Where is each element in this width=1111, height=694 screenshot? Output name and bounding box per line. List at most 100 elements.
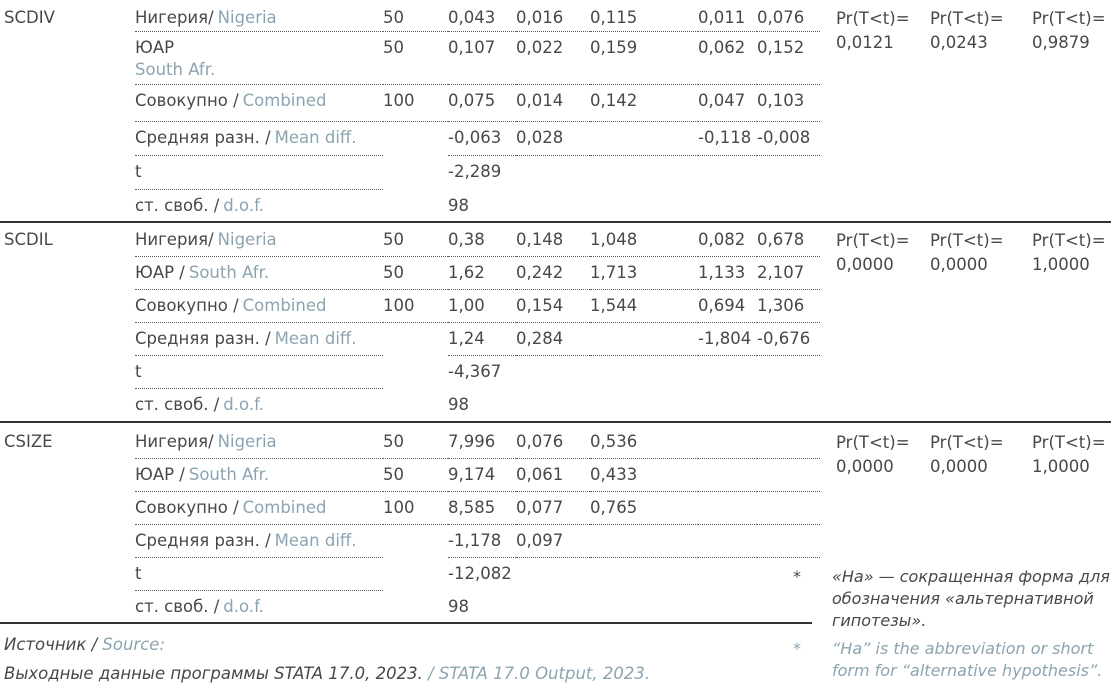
cell-ci-high: -0,008 bbox=[757, 122, 820, 156]
table-block-scdiv: SCDIV Нигерия/Nigeria 50 0,043 0,016 0,1… bbox=[0, 2, 1111, 220]
cell-ci-low: 1,133 bbox=[698, 257, 757, 290]
footnote-en: * “Ha” is the abbreviation or short form… bbox=[793, 639, 1103, 680]
cell-n: 50 bbox=[383, 459, 448, 492]
cell-n: 100 bbox=[383, 492, 448, 525]
cell-mean: 8,585 bbox=[448, 492, 516, 525]
cell-ci-low: 0,062 bbox=[698, 32, 757, 85]
row-label: ЮАР South Afr. bbox=[135, 32, 383, 85]
cell-stddev: 1,544 bbox=[590, 290, 698, 323]
cell-stderr bbox=[516, 356, 590, 389]
stats-grid: Нигерия/Nigeria 50 0,38 0,148 1,048 0,08… bbox=[135, 224, 820, 419]
row-label: Нигерия/Nigeria bbox=[135, 224, 383, 257]
pr-col-3: Pr(T<t)= 1,0000 bbox=[1032, 433, 1106, 476]
cell-mean: 9,174 bbox=[448, 459, 516, 492]
cell-mean: -12,082 bbox=[448, 564, 512, 583]
cell-n: 50 bbox=[383, 257, 448, 290]
cell-ci-high bbox=[757, 156, 820, 190]
cell-n bbox=[383, 525, 448, 558]
cell-n bbox=[383, 190, 448, 220]
cell-stderr: 0,022 bbox=[516, 32, 590, 85]
block-separator bbox=[0, 421, 1111, 423]
cell-ci-low: -1,804 bbox=[698, 323, 757, 356]
cell-mean: 98 bbox=[448, 196, 469, 215]
row-label: ЮАР / South Afr. bbox=[135, 459, 383, 492]
row-label: ст. своб. / d.o.f. bbox=[135, 196, 264, 215]
cell-stderr: 0,014 bbox=[516, 85, 590, 122]
cell-ci-high: 0,076 bbox=[757, 2, 820, 32]
footnotes: * «Ha» — сокращенная форма для обозначен… bbox=[791, 566, 1111, 682]
asterisk-marker: * bbox=[793, 639, 801, 658]
cell-n: 100 bbox=[383, 85, 448, 122]
cell-ci-low bbox=[698, 492, 757, 525]
cell-ci-high bbox=[757, 190, 820, 220]
cell-stddev: 1,048 bbox=[590, 224, 698, 257]
cell-stderr: 0,016 bbox=[516, 2, 590, 32]
cell-stderr bbox=[516, 156, 590, 190]
stats-grid: Нигерия/Nigeria 50 0,043 0,016 0,115 0,0… bbox=[135, 2, 820, 220]
cell-stderr: 0,284 bbox=[516, 323, 590, 356]
cell-stderr: 0,077 bbox=[516, 492, 590, 525]
cell-ci-low bbox=[698, 190, 757, 220]
cell-stderr: 0,154 bbox=[516, 290, 590, 323]
block-separator bbox=[0, 221, 1111, 223]
cell-stddev: 0,536 bbox=[590, 426, 698, 459]
footnote-ru: * «Ha» — сокращенная форма для обозначен… bbox=[793, 567, 1110, 630]
pr-col-3: Pr(T<t)= 0,9879 bbox=[1032, 9, 1106, 52]
cell-n: 100 bbox=[383, 290, 448, 323]
row-label: Совокупно / Combined bbox=[135, 492, 383, 525]
cell-stderr bbox=[516, 190, 590, 220]
row-label: t bbox=[135, 558, 383, 591]
row-label: Средняя разн. / Mean diff. bbox=[135, 525, 383, 558]
table-bottom-rule bbox=[0, 622, 812, 624]
cell-stderr bbox=[516, 389, 590, 419]
cell-stderr bbox=[516, 558, 590, 591]
row-label: Средняя разн. / Mean diff. bbox=[135, 122, 383, 156]
row-label: Нигерия/Nigeria bbox=[135, 2, 383, 32]
cell-n bbox=[383, 591, 448, 621]
cell-ci-low: 0,047 bbox=[698, 85, 757, 122]
cell-stderr: 0,028 bbox=[516, 122, 590, 156]
pr-columns: Pr(T<t)= 0,0000 Pr(T<t)= 0,0000 Pr(T<t)= 1,… bbox=[836, 426, 1111, 479]
cell-n bbox=[383, 323, 448, 356]
cell-stderr bbox=[516, 591, 590, 621]
pr-columns: Pr(T<t)= 0,0121 Pr(T<t)= 0,0243 Pr(T<t)= 0,… bbox=[836, 2, 1111, 55]
row-label: t bbox=[135, 156, 383, 190]
cell-ci-low bbox=[698, 426, 757, 459]
cell-mean: 0,107 bbox=[448, 32, 516, 85]
cell-mean: -2,289 bbox=[448, 162, 502, 181]
table-block-csize: CSIZE Нигерия/Nigeria 50 7,996 0,076 0,5… bbox=[0, 426, 1111, 621]
cell-mean: 98 bbox=[448, 395, 469, 414]
cell-stderr: 0,076 bbox=[516, 426, 590, 459]
cell-ci-low: 0,082 bbox=[698, 224, 757, 257]
cell-n bbox=[383, 122, 448, 156]
cell-stddev bbox=[590, 323, 698, 356]
cell-stddev: 0,159 bbox=[590, 32, 698, 85]
cell-ci-low bbox=[698, 156, 757, 190]
cell-ci-high bbox=[757, 426, 820, 459]
cell-mean: -0,063 bbox=[448, 122, 516, 156]
cell-n bbox=[383, 356, 448, 389]
cell-stddev bbox=[590, 525, 698, 558]
cell-stddev bbox=[590, 591, 698, 621]
cell-stddev: 0,765 bbox=[590, 492, 698, 525]
pr-col-1: Pr(T<t)= 0,0121 bbox=[836, 9, 910, 52]
stats-grid: Нигерия/Nigeria 50 7,996 0,076 0,536 ЮАР… bbox=[135, 426, 820, 621]
cell-stddev bbox=[590, 356, 698, 389]
cell-mean: 0,075 bbox=[448, 85, 516, 122]
variable-name: SCDIV bbox=[4, 8, 55, 27]
cell-n: 50 bbox=[383, 426, 448, 459]
cell-ci-high: 0,678 bbox=[757, 224, 820, 257]
cell-stddev bbox=[590, 558, 698, 591]
row-label: t bbox=[135, 356, 383, 389]
cell-ci-low bbox=[698, 356, 757, 389]
cell-mean: 98 bbox=[448, 597, 469, 616]
cell-ci-high: 2,107 bbox=[757, 257, 820, 290]
variable-name: CSIZE bbox=[4, 432, 53, 451]
cell-stddev: 0,433 bbox=[590, 459, 698, 492]
cell-n: 50 bbox=[383, 2, 448, 32]
pr-col-2: Pr(T<t)= 0,0000 bbox=[930, 433, 1004, 476]
cell-ci-low: 0,694 bbox=[698, 290, 757, 323]
pr-col-3: Pr(T<t)= 1,0000 bbox=[1032, 231, 1106, 274]
cell-ci-low bbox=[698, 525, 757, 558]
row-label: Совокупно / Combined bbox=[135, 290, 383, 323]
